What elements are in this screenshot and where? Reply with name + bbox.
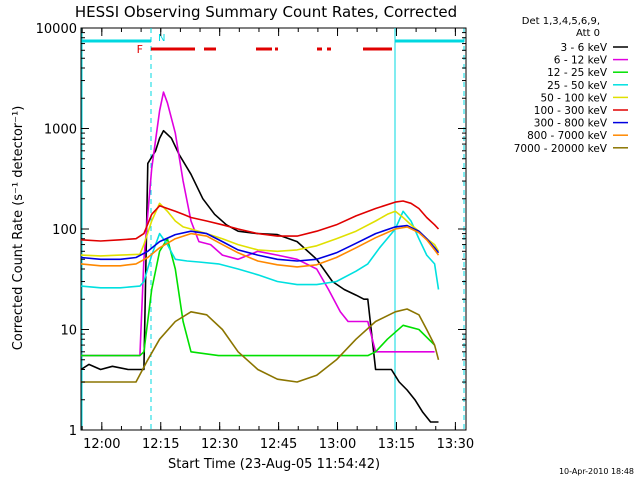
series-layer xyxy=(80,91,440,423)
chart-title: HESSI Observing Summary Count Rates, Cor… xyxy=(75,3,457,21)
x-tick-label: 12:00 xyxy=(83,437,120,452)
x-tick-label: 12:30 xyxy=(201,437,238,452)
y-tick-label: 1000 xyxy=(44,123,77,138)
y-axis-label: Corrected Count Rate (s⁻¹ detector⁻¹) xyxy=(11,106,26,351)
footer-timestamp: 10-Apr-2010 18:48 xyxy=(559,467,634,476)
legend-entry-label: 3 - 6 keV xyxy=(560,42,607,54)
x-axis-label: Start Time (23-Aug-05 11:54:42) xyxy=(168,457,380,472)
flags-layer: FN xyxy=(137,33,392,56)
series-line-7 xyxy=(80,224,440,262)
y-tick-label: 10 xyxy=(60,324,77,339)
y-tick-label: 1 xyxy=(69,424,77,439)
series-line-2 xyxy=(81,91,435,357)
legend-entry-label: 6 - 12 keV xyxy=(554,55,608,67)
legend-entry-label: 50 - 100 keV xyxy=(540,92,607,104)
series-line-8 xyxy=(80,226,440,268)
x-tick-label: 12:15 xyxy=(142,437,179,452)
x-tick-label: 13:00 xyxy=(319,437,356,452)
legend-header: Det 1,3,4,5,6,9, xyxy=(522,16,600,27)
series-line-6 xyxy=(80,200,440,242)
series-line-5 xyxy=(80,202,440,257)
x-tick-label: 13:30 xyxy=(437,437,474,452)
legend-header: Att 0 xyxy=(576,28,600,39)
y-tick-label: 10000 xyxy=(36,22,77,37)
axis-layer: 1 10 100 1000 10000 12:00 12:15 12:30 12:45 13:00… xyxy=(36,22,474,452)
legend-entry-label: 100 - 300 keV xyxy=(534,105,608,117)
series-line-3 xyxy=(81,237,436,357)
y-tick-label: 100 xyxy=(52,223,77,238)
flag-label-f: F xyxy=(137,43,143,56)
legend-entry-label: 7000 - 20000 keV xyxy=(514,143,608,155)
x-tick-label: 12:45 xyxy=(260,437,297,452)
legend-entry-label: 800 - 7000 keV xyxy=(527,130,608,142)
x-tick-label: 13:15 xyxy=(378,437,415,452)
series-line-4 xyxy=(80,210,440,290)
series-line-9 xyxy=(81,308,440,383)
legend-entry-label: 25 - 50 keV xyxy=(547,80,608,92)
legend-entry-label: 300 - 800 keV xyxy=(534,118,608,130)
day-night-markers xyxy=(81,28,465,430)
legend-entry-label: 12 - 25 keV xyxy=(547,67,608,79)
flag-label-n: N xyxy=(158,33,165,44)
